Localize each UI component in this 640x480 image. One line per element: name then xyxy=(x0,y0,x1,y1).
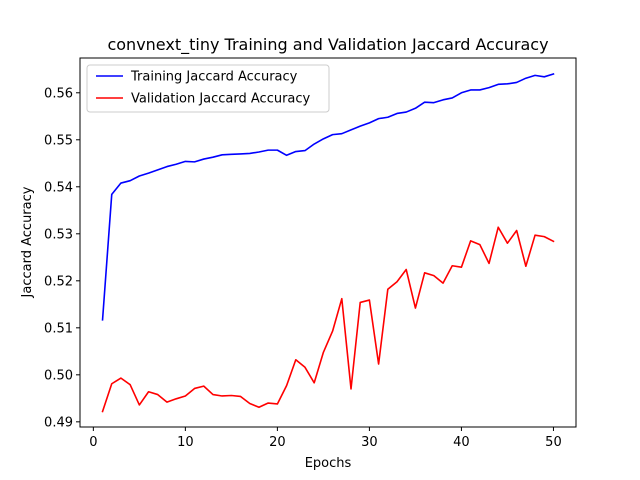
x-tick-label: 40 xyxy=(453,435,470,450)
x-axis-title: Epochs xyxy=(305,456,352,471)
legend-label-1: Training Jaccard Accuracy xyxy=(130,70,298,85)
y-tick-label: 0.55 xyxy=(44,133,73,148)
y-tick-label: 0.56 xyxy=(44,86,73,101)
y-tick-label: 0.53 xyxy=(44,227,73,242)
x-tick-label: 0 xyxy=(89,435,97,450)
x-tick-label: 20 xyxy=(269,435,286,450)
y-tick-label: 0.52 xyxy=(44,274,73,289)
y-tick-label: 0.51 xyxy=(44,321,73,336)
y-tick-label: 0.50 xyxy=(44,368,73,383)
legend-label-2: Validation Jaccard Accuracy xyxy=(131,92,311,107)
axes-frame xyxy=(79,57,577,428)
x-tick-label: 30 xyxy=(361,435,378,450)
y-axis-title: Jaccard Accuracy xyxy=(20,186,35,298)
legend-box xyxy=(86,64,330,113)
plot-area: 0 10 20 30 40 50 0.49 0.50 0.51 0.52 0.53 0.54 0.55 0… xyxy=(44,57,577,450)
x-tick-label: 50 xyxy=(545,435,562,450)
series-line-2 xyxy=(101,226,555,413)
y-tick-label: 0.49 xyxy=(44,415,73,430)
x-tick-label: 10 xyxy=(177,435,194,450)
chart-title: convnext_tiny Training and Validation Ja… xyxy=(107,35,548,55)
series-line-1 xyxy=(101,72,555,321)
y-tick-label: 0.54 xyxy=(44,180,73,195)
